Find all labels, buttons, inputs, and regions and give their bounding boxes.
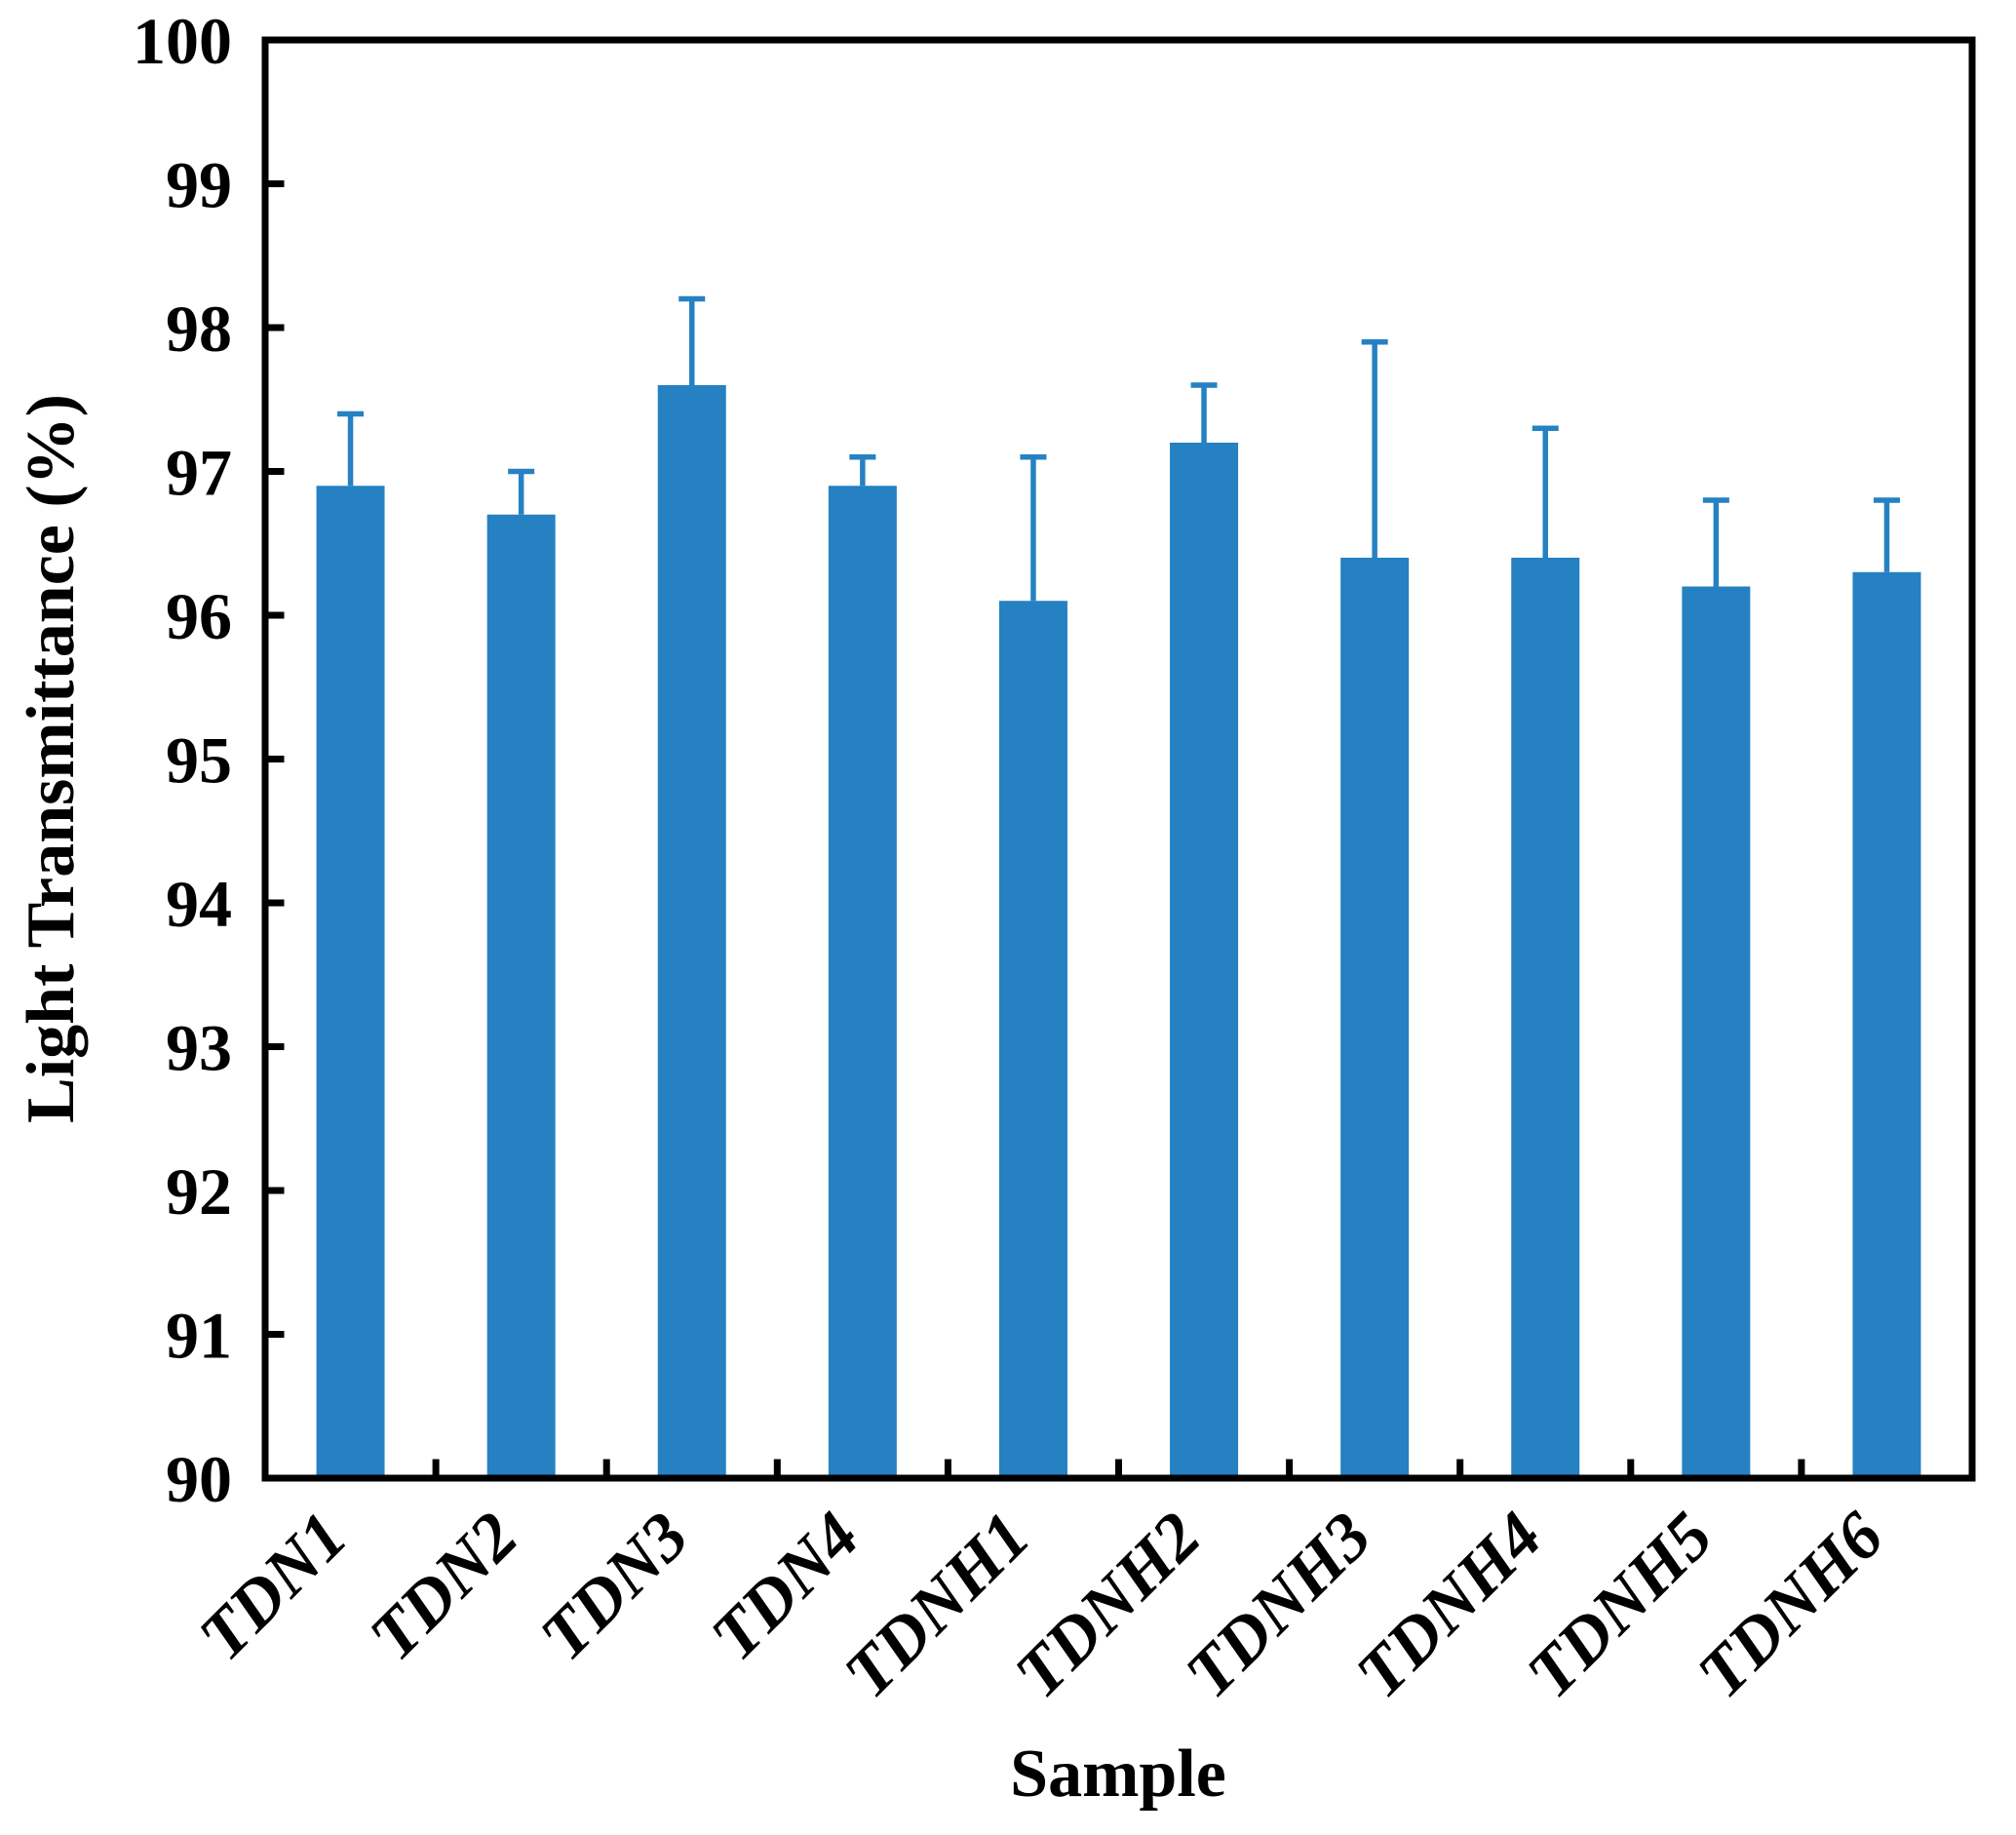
y-tick-96 (268, 611, 285, 619)
y-tick-95 (268, 756, 285, 762)
error-line-tdn4 (860, 456, 866, 487)
x-tick-boundary-5 (1115, 1459, 1122, 1475)
x-tick-label-tdnh3: TDNH3 (1172, 1499, 1385, 1712)
y-tick-label-98: 98 (166, 292, 232, 366)
error-line-tdnh2 (1201, 385, 1207, 443)
x-tick-boundary-8 (1627, 1459, 1635, 1475)
bar-tdnh4 (1511, 558, 1580, 1478)
error-line-tdnh3 (1372, 341, 1377, 558)
bar-tdnh5 (1682, 586, 1751, 1478)
y-tick-label-96: 96 (166, 579, 232, 653)
y-tick-99 (268, 180, 285, 187)
error-cap-tdn1 (337, 410, 365, 417)
bar-tdnh6 (1852, 571, 1921, 1478)
error-cap-tdn2 (508, 468, 535, 475)
bar-tdnh2 (1170, 443, 1239, 1478)
error-cap-tdnh6 (1873, 497, 1900, 503)
y-tick-label-92: 92 (166, 1154, 232, 1229)
error-line-tdnh6 (1883, 500, 1890, 572)
x-tick-boundary-4 (944, 1459, 951, 1475)
bar-tdnh3 (1340, 558, 1410, 1478)
x-tick-boundary-1 (432, 1459, 440, 1475)
y-tick-94 (268, 899, 285, 907)
y-tick-label-90: 90 (166, 1442, 232, 1516)
x-tick-label-tdnh6: TDNH6 (1684, 1499, 1897, 1712)
x-tick-label-tdnh1: TDNH1 (831, 1499, 1044, 1712)
y-tick-label-91: 91 (166, 1299, 232, 1373)
x-tick-label-tdn2: TDN2 (356, 1499, 532, 1675)
x-tick-label-tdn3: TDN3 (526, 1499, 703, 1675)
y-tick-label-95: 95 (166, 723, 232, 798)
y-tick-92 (268, 1187, 285, 1194)
error-cap-tdn4 (849, 454, 876, 460)
error-cap-tdnh3 (1361, 339, 1388, 345)
x-tick-label-tdn1: TDN1 (185, 1499, 362, 1675)
bar-tdn3 (657, 385, 726, 1478)
error-cap-tdnh1 (1020, 454, 1047, 460)
x-tick-boundary-3 (773, 1459, 781, 1475)
axes-layer (261, 36, 1976, 1482)
x-axis-title: Sample (1010, 1737, 1226, 1812)
error-line-tdn1 (347, 413, 354, 487)
x-tick-label-tdnh4: TDNH4 (1342, 1499, 1556, 1712)
x-tick-label-tdnh2: TDNH2 (1001, 1499, 1215, 1712)
error-cap-tdn3 (678, 295, 706, 302)
x-tick-boundary-9 (1798, 1459, 1805, 1475)
y-tick-label-97: 97 (166, 436, 232, 510)
y-tick-98 (268, 324, 285, 332)
x-tick-boundary-6 (1286, 1459, 1294, 1475)
bar-tdn4 (828, 486, 897, 1478)
plot-border (261, 36, 1976, 1482)
y-tick-label-93: 93 (166, 1011, 232, 1085)
error-line-tdnh1 (1030, 456, 1036, 602)
error-line-tdnh4 (1542, 428, 1548, 558)
bar-tdnh1 (998, 601, 1067, 1478)
x-tick-boundary-2 (602, 1459, 610, 1475)
y-tick-label-94: 94 (166, 867, 232, 941)
error-line-tdn3 (689, 298, 695, 385)
bar-tdn1 (316, 486, 385, 1478)
error-bars-layer (337, 295, 1900, 602)
bar-tdn2 (486, 514, 556, 1478)
x-tick-boundary-7 (1456, 1459, 1464, 1475)
y-tick-label-100: 100 (133, 4, 232, 78)
y-tick-91 (268, 1331, 285, 1338)
y-tick-93 (268, 1043, 285, 1050)
error-cap-tdnh2 (1190, 382, 1218, 388)
error-cap-tdnh4 (1531, 425, 1559, 431)
error-line-tdnh5 (1713, 500, 1720, 587)
y-tick-97 (268, 468, 285, 475)
y-axis-title: Light Transmittance (%) (14, 394, 89, 1123)
bars-layer (316, 385, 1921, 1478)
x-tick-label-tdnh5: TDNH5 (1513, 1499, 1726, 1712)
error-line-tdn2 (518, 471, 524, 515)
y-tick-label-99: 99 (166, 148, 232, 222)
error-cap-tdnh5 (1702, 497, 1729, 503)
